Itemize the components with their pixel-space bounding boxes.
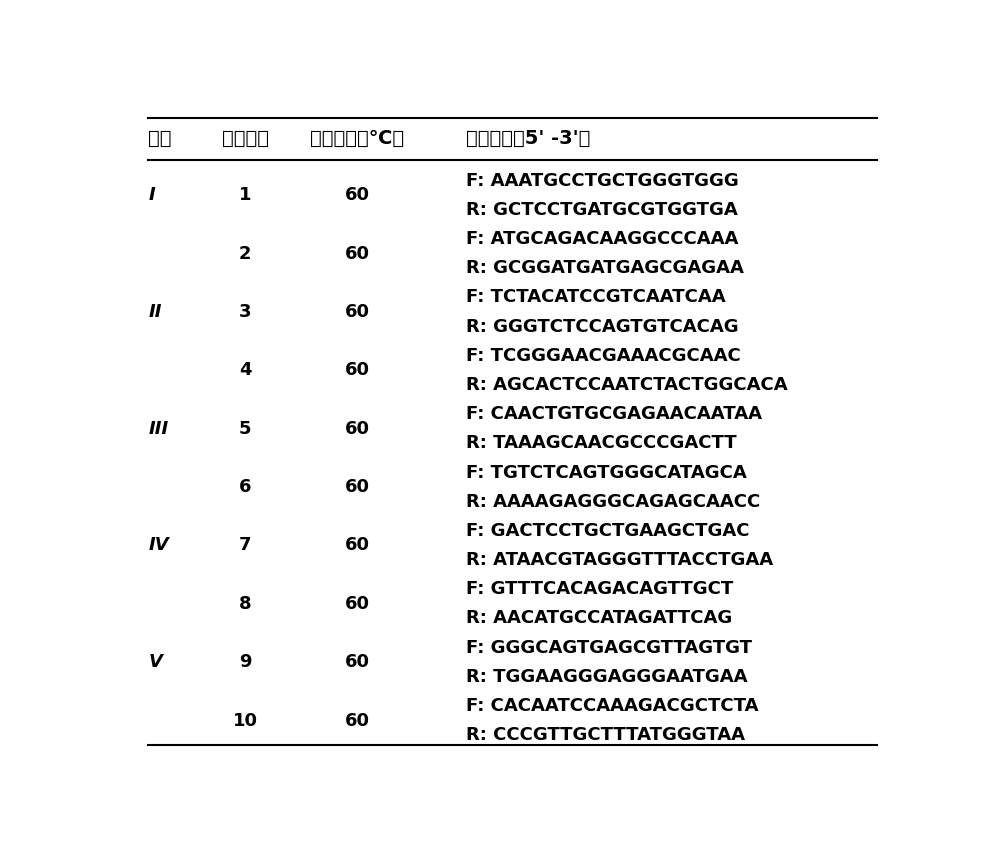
- Text: F: TGTCTCAGTGGGCATAGCA: F: TGTCTCAGTGGGCATAGCA: [466, 463, 747, 481]
- Text: IV: IV: [148, 536, 169, 554]
- Text: 60: 60: [345, 654, 370, 672]
- Text: F: CACAATCCAAAGACGCTCTA: F: CACAATCCAAAGACGCTCTA: [466, 697, 759, 715]
- Text: R: CCCGTTGCTTTATGGGTAA: R: CCCGTTGCTTTATGGGTAA: [466, 726, 745, 745]
- Text: 退火温度（℃）: 退火温度（℃）: [310, 128, 405, 148]
- Text: 60: 60: [345, 361, 370, 379]
- Text: 3: 3: [239, 303, 251, 321]
- Text: 60: 60: [345, 478, 370, 496]
- Text: F: TCTACATCCGTCAATCAA: F: TCTACATCCGTCAATCAA: [466, 288, 726, 306]
- Text: F: CAACTGTGCGAGAACAATAA: F: CAACTGTGCGAGAACAATAA: [466, 405, 762, 423]
- Text: V: V: [148, 654, 162, 672]
- Text: F: GTTTCACAGACAGTTGCT: F: GTTTCACAGACAGTTGCT: [466, 581, 733, 598]
- Text: I: I: [148, 186, 155, 204]
- Text: 8: 8: [239, 595, 251, 613]
- Text: F: TCGGGAACGAAACGCAAC: F: TCGGGAACGAAACGCAAC: [466, 347, 741, 365]
- Text: R: GGGTCTCCAGTGTCACAG: R: GGGTCTCCAGTGTCACAG: [466, 318, 739, 336]
- Text: R: TAAAGCAACGCCCGACTT: R: TAAAGCAACGCCCGACTT: [466, 434, 737, 452]
- Text: F: ATGCAGACAAGGCCCAAA: F: ATGCAGACAAGGCCCAAA: [466, 230, 738, 248]
- Text: R: GCTCCTGATGCGTGGTGA: R: GCTCCTGATGCGTGGTGA: [466, 201, 738, 218]
- Text: 9: 9: [239, 654, 251, 672]
- Text: R: ATAACGTAGGGTTTACCTGAA: R: ATAACGTAGGGTTTACCTGAA: [466, 551, 773, 570]
- Text: 60: 60: [345, 420, 370, 438]
- Text: 60: 60: [345, 711, 370, 729]
- Text: 组别: 组别: [148, 128, 172, 148]
- Text: 7: 7: [239, 536, 251, 554]
- Text: 60: 60: [345, 245, 370, 263]
- Text: II: II: [148, 303, 162, 321]
- Text: 2: 2: [239, 245, 251, 263]
- Text: 6: 6: [239, 478, 251, 496]
- Text: 60: 60: [345, 595, 370, 613]
- Text: 60: 60: [345, 186, 370, 204]
- Text: R: AAAAGAGGGCAGAGCAACC: R: AAAAGAGGGCAGAGCAACC: [466, 493, 760, 511]
- Text: 引物名称: 引物名称: [222, 128, 269, 148]
- Text: F: GGGCAGTGAGCGTTAGTGT: F: GGGCAGTGAGCGTTAGTGT: [466, 638, 752, 657]
- Text: 引物序列（5' -3'）: 引物序列（5' -3'）: [466, 128, 590, 148]
- Text: R: TGGAAGGGAGGGAATGAA: R: TGGAAGGGAGGGAATGAA: [466, 668, 748, 686]
- Text: R: GCGGATGATGAGCGAGAA: R: GCGGATGATGAGCGAGAA: [466, 259, 744, 277]
- Text: F: GACTCCTGCTGAAGCTGAC: F: GACTCCTGCTGAAGCTGAC: [466, 522, 750, 540]
- Text: 10: 10: [233, 711, 258, 729]
- Text: 4: 4: [239, 361, 251, 379]
- Text: R: AACATGCCATAGATTCAG: R: AACATGCCATAGATTCAG: [466, 609, 732, 627]
- Text: 60: 60: [345, 303, 370, 321]
- Text: III: III: [148, 420, 168, 438]
- Text: F: AAATGCCTGCTGGGTGGG: F: AAATGCCTGCTGGGTGGG: [466, 172, 739, 190]
- Text: 1: 1: [239, 186, 251, 204]
- Text: R: AGCACTCCAATCTACTGGCACA: R: AGCACTCCAATCTACTGGCACA: [466, 376, 788, 394]
- Text: 5: 5: [239, 420, 251, 438]
- Text: 60: 60: [345, 536, 370, 554]
